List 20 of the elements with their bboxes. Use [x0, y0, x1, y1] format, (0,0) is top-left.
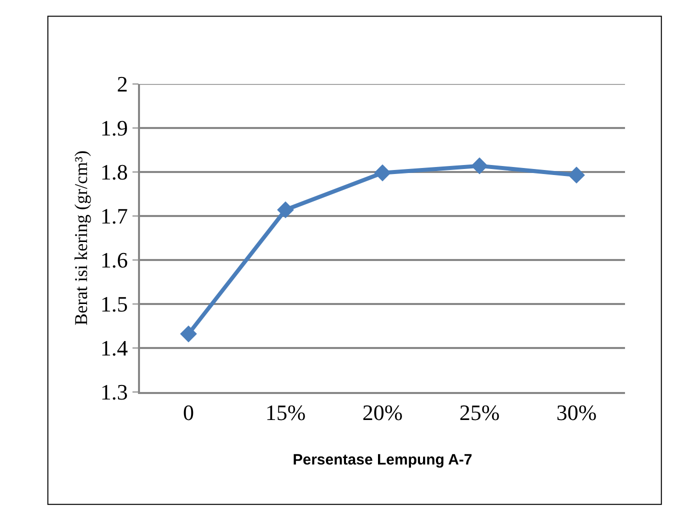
y-tick-label: 1.7 [100, 204, 128, 229]
x-tick-label: 20% [362, 400, 403, 426]
x-axis-title: Persentase Lempung A-7 [292, 452, 472, 469]
point [374, 164, 391, 182]
point [471, 157, 488, 174]
y-tick-label: 1.3 [100, 380, 128, 405]
point [277, 201, 294, 218]
x-tick-label: 0 [183, 400, 194, 426]
y-tick-label: 1.9 [100, 116, 128, 141]
x-tick-label: 25% [459, 400, 500, 426]
x-tick-label: 15% [265, 400, 306, 426]
x-tick-label: 30% [556, 400, 597, 426]
y-tick-label: 1.5 [100, 292, 128, 317]
point [568, 166, 585, 184]
point [180, 325, 197, 342]
y-tick-label: 1.8 [100, 160, 128, 185]
y-tick-label: 1.4 [100, 336, 128, 361]
y-tick-label: 1.6 [100, 248, 128, 273]
y-tick-label: 2 [116, 72, 128, 97]
y-axis-title: Berat isi kering (gr/cm³) [71, 150, 92, 326]
